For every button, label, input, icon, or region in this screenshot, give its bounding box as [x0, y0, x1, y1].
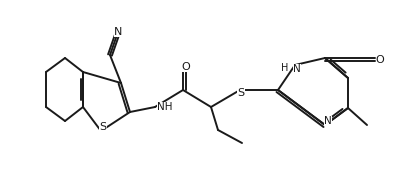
Text: S: S	[99, 122, 107, 132]
Text: S: S	[237, 88, 245, 98]
Text: N: N	[293, 64, 301, 74]
Text: O: O	[376, 55, 384, 65]
Text: N: N	[324, 116, 332, 126]
Text: H: H	[280, 63, 288, 73]
Text: NH: NH	[157, 102, 173, 112]
Text: N: N	[114, 27, 122, 37]
Text: O: O	[182, 62, 190, 72]
